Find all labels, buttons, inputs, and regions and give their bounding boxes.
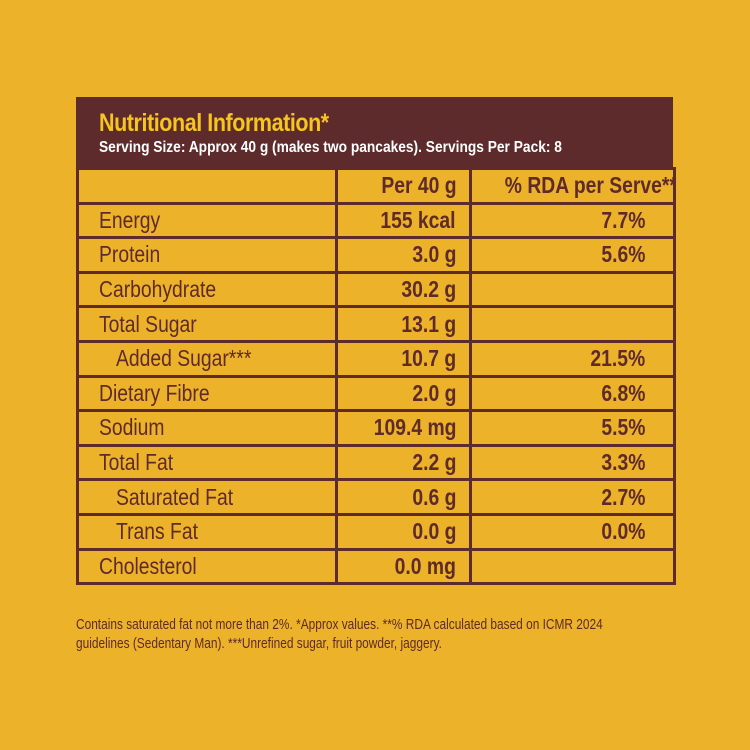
header-cell-rda: % RDA per Serve** [469, 167, 676, 205]
rda-value: 5.6% [469, 236, 676, 274]
per-40g-value: 13.1 g [335, 305, 472, 343]
nutrient-label: Sodium [76, 409, 338, 447]
per-40g-value: 2.0 g [335, 374, 472, 413]
table-row: Dietary Fibre 2.0 g 6.8% [76, 374, 676, 413]
nutrient-label: Carbohydrate [76, 270, 338, 309]
nutrition-panel: Nutritional Information* Serving Size: A… [76, 97, 676, 586]
nutrient-label: Total Fat [76, 443, 338, 482]
footnote-line-1: Contains saturated fat not more than 2%.… [76, 617, 603, 633]
nutrient-label: Saturated Fat [76, 478, 338, 516]
rda-value [469, 270, 676, 309]
rda-value: 7.7% [469, 201, 676, 240]
header-cell-per-40g: Per 40 g [335, 167, 472, 205]
rda-value [469, 305, 676, 343]
per-40g-value: 3.0 g [335, 236, 472, 274]
rda-value: 21.5% [469, 339, 676, 378]
rda-value: 5.5% [469, 409, 676, 447]
nutrition-header: Nutritional Information* Serving Size: A… [76, 97, 673, 167]
per-40g-value: 0.0 mg [335, 547, 472, 586]
per-40g-value: 10.7 g [335, 339, 472, 378]
nutrient-label: Cholesterol [76, 547, 338, 586]
table-header-row: Per 40 g % RDA per Serve** [76, 167, 676, 205]
nutrient-label: Dietary Fibre [76, 374, 338, 413]
per-40g-value: 2.2 g [335, 443, 472, 482]
table-row: Sodium 109.4 mg 5.5% [76, 409, 676, 447]
table-row: Added Sugar*** 10.7 g 21.5% [76, 339, 676, 378]
nutrient-label: Energy [76, 201, 338, 240]
per-40g-value: 30.2 g [335, 270, 472, 309]
table-row: Carbohydrate 30.2 g [76, 270, 676, 309]
table-row: Total Fat 2.2 g 3.3% [76, 443, 676, 482]
rda-value: 0.0% [469, 512, 676, 551]
nutrient-label: Protein [76, 236, 338, 274]
nutrient-label: Total Sugar [76, 305, 338, 343]
serving-info: Serving Size: Approx 40 g (makes two pan… [99, 139, 562, 156]
table-row: Energy 155 kcal 7.7% [76, 201, 676, 240]
nutrition-table: Per 40 g % RDA per Serve** Energy 155 kc… [76, 167, 676, 586]
per-40g-value: 0.0 g [335, 512, 472, 551]
header-cell-nutrient [76, 167, 338, 205]
nutrient-label: Trans Fat [76, 512, 338, 551]
table-row: Total Sugar 13.1 g [76, 305, 676, 343]
per-40g-value: 109.4 mg [335, 409, 472, 447]
rda-value: 2.7% [469, 478, 676, 516]
table-row: Saturated Fat 0.6 g 2.7% [76, 478, 676, 516]
rda-value: 3.3% [469, 443, 676, 482]
per-40g-value: 0.6 g [335, 478, 472, 516]
table-row: Trans Fat 0.0 g 0.0% [76, 512, 676, 551]
rda-value: 6.8% [469, 374, 676, 413]
panel-title: Nutritional Information* [99, 109, 329, 137]
footnote-line-2: guidelines (Sedentary Man). ***Unrefined… [76, 636, 442, 652]
table-row: Cholesterol 0.0 mg [76, 547, 676, 586]
footnote: Contains saturated fat not more than 2%.… [76, 616, 716, 654]
rda-value [469, 547, 676, 586]
per-40g-value: 155 kcal [335, 201, 472, 240]
table-row: Protein 3.0 g 5.6% [76, 236, 676, 274]
nutrient-label: Added Sugar*** [76, 339, 338, 378]
